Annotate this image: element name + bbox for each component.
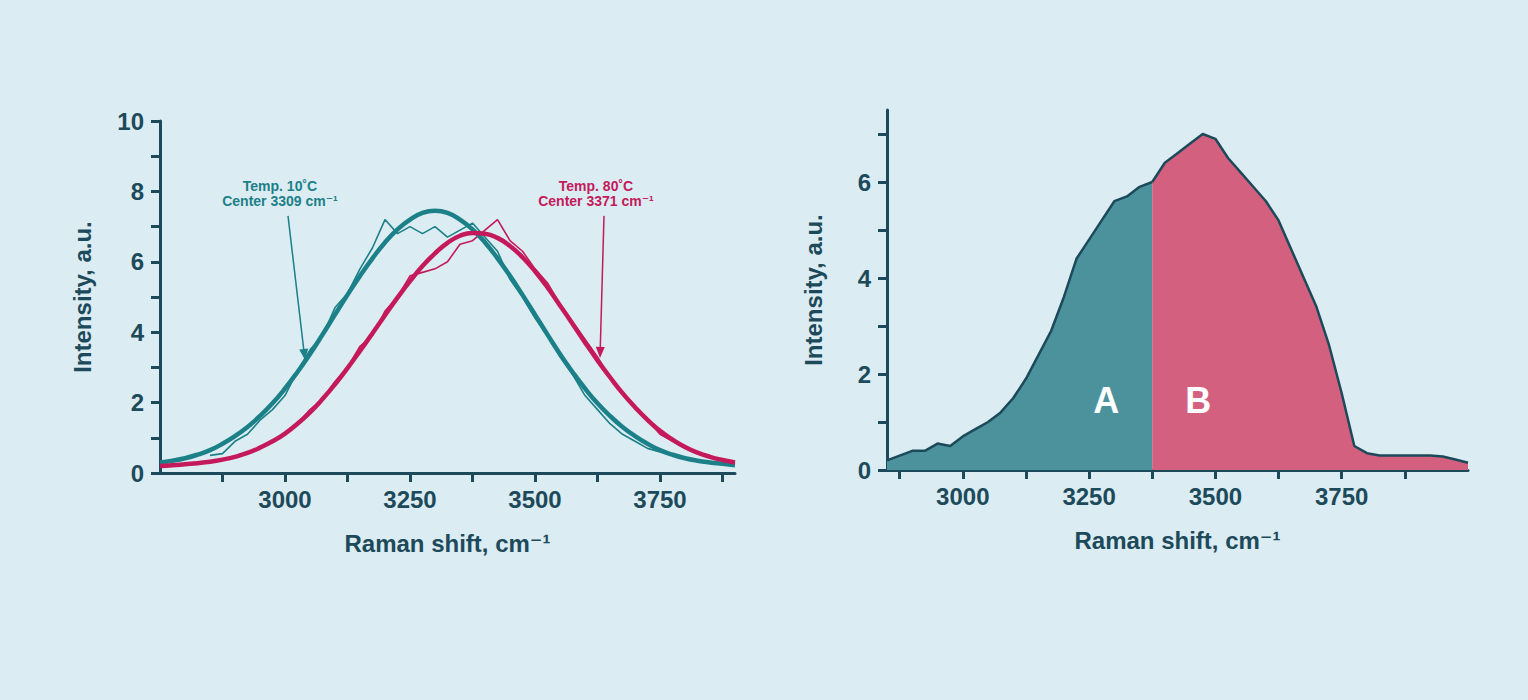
svg-text:2: 2	[131, 389, 144, 416]
svg-text:Center 3309 cm⁻¹: Center 3309 cm⁻¹	[222, 193, 338, 209]
svg-text:A: A	[1093, 380, 1119, 421]
svg-text:10: 10	[117, 108, 144, 135]
svg-text:2: 2	[858, 361, 871, 388]
svg-text:Raman shift, cm⁻¹: Raman shift, cm⁻¹	[1074, 527, 1280, 554]
svg-text:4: 4	[858, 265, 872, 292]
svg-text:Intensity, a.u.: Intensity, a.u.	[69, 221, 96, 373]
svg-text:Center 3371 cm⁻¹: Center 3371 cm⁻¹	[538, 193, 654, 209]
svg-text:3500: 3500	[1189, 483, 1242, 510]
svg-text:6: 6	[858, 169, 871, 196]
svg-text:3750: 3750	[633, 486, 686, 513]
svg-text:8: 8	[131, 178, 144, 205]
svg-text:3500: 3500	[508, 486, 561, 513]
svg-text:0: 0	[858, 457, 871, 484]
svg-text:0: 0	[131, 460, 144, 487]
svg-text:Temp. 10˚C: Temp. 10˚C	[243, 178, 317, 194]
svg-text:3750: 3750	[1315, 483, 1368, 510]
svg-text:3250: 3250	[383, 486, 436, 513]
svg-text:3000: 3000	[258, 486, 311, 513]
svg-text:Temp. 80˚C: Temp. 80˚C	[559, 178, 633, 194]
svg-text:Intensity, a.u.: Intensity, a.u.	[800, 214, 827, 366]
svg-text:B: B	[1185, 380, 1211, 421]
svg-text:4: 4	[131, 319, 145, 346]
svg-text:Raman shift, cm⁻¹: Raman shift, cm⁻¹	[344, 530, 550, 557]
svg-text:3000: 3000	[936, 483, 989, 510]
svg-text:6: 6	[131, 248, 144, 275]
svg-text:3250: 3250	[1062, 483, 1115, 510]
